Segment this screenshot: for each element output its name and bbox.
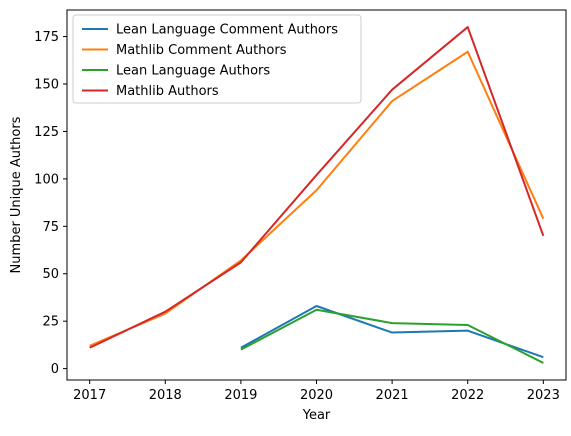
y-tick-label: 100 bbox=[34, 172, 59, 187]
y-tick-label: 25 bbox=[42, 315, 59, 330]
legend-label: Lean Language Authors bbox=[116, 64, 270, 79]
legend-label: Lean Language Comment Authors bbox=[116, 23, 338, 38]
series-line-4 bbox=[89, 26, 545, 349]
y-axis-label: Number Unique Authors bbox=[9, 116, 24, 273]
y-tick-label: 125 bbox=[34, 125, 59, 140]
x-tick-label: 2023 bbox=[527, 388, 560, 403]
x-tick-label: 2022 bbox=[451, 388, 484, 403]
legend: Lean Language Comment Authors Mathlib Com… bbox=[72, 14, 362, 104]
y-tick-label: 0 bbox=[51, 362, 59, 377]
series-line-3 bbox=[240, 308, 544, 364]
series-line-1 bbox=[240, 305, 544, 359]
series-layer bbox=[89, 26, 545, 364]
y-tick-label: 150 bbox=[34, 78, 59, 93]
x-tick-label: 2017 bbox=[73, 388, 106, 403]
legend-box bbox=[72, 14, 362, 104]
y-axis-ticks: 0 25 50 75 100 125 150 175 bbox=[34, 30, 67, 377]
y-tick-label: 175 bbox=[34, 30, 59, 45]
x-tick-label: 2021 bbox=[376, 388, 409, 403]
x-axis-ticks: 2017 2018 2019 2020 2021 2022 2023 bbox=[73, 380, 560, 403]
x-tick-label: 2018 bbox=[149, 388, 182, 403]
legend-label: Mathlib Comment Authors bbox=[116, 43, 287, 58]
x-tick-label: 2020 bbox=[300, 388, 333, 403]
x-axis-label: Year bbox=[302, 408, 331, 423]
y-tick-label: 75 bbox=[42, 220, 59, 235]
series-line-2 bbox=[89, 50, 545, 347]
legend-label: Mathlib Authors bbox=[116, 84, 219, 99]
x-tick-label: 2019 bbox=[224, 388, 257, 403]
y-tick-label: 50 bbox=[42, 267, 59, 282]
